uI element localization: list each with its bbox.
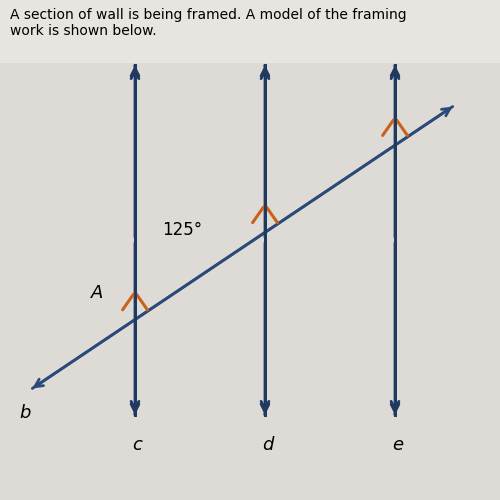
Text: A: A [92,284,104,302]
Text: c: c [132,436,142,454]
Text: 125°: 125° [162,221,202,239]
Text: e: e [392,436,403,454]
FancyBboxPatch shape [0,0,500,62]
Text: b: b [20,404,30,421]
Text: d: d [262,436,273,454]
Text: A section of wall is being framed. A model of the framing
work is shown below.: A section of wall is being framed. A mod… [10,8,406,38]
